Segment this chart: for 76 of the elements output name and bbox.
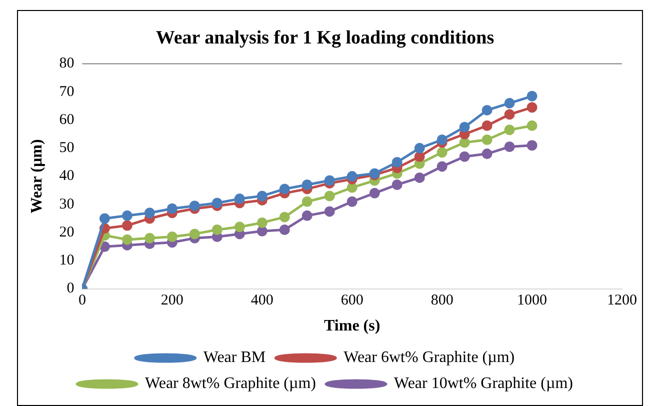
point <box>526 90 538 102</box>
point <box>459 137 470 148</box>
x-tick-label: 400 <box>250 292 274 309</box>
point <box>144 208 155 218</box>
y-tick-label: 70 <box>59 84 74 100</box>
point <box>346 196 358 207</box>
point <box>392 156 402 168</box>
point <box>234 194 245 204</box>
point <box>324 190 335 202</box>
point <box>122 220 132 231</box>
point <box>482 148 492 160</box>
point <box>414 172 425 183</box>
point <box>369 188 380 198</box>
point <box>256 217 268 228</box>
point <box>526 120 538 131</box>
point <box>504 98 515 108</box>
x-tick-label: 600 <box>340 292 364 309</box>
y-tick-label: 50 <box>59 140 74 156</box>
point <box>122 210 132 221</box>
point <box>256 226 268 236</box>
point <box>166 203 178 214</box>
point <box>144 232 155 244</box>
point <box>504 142 515 152</box>
point <box>302 210 312 221</box>
point <box>482 134 492 145</box>
point <box>279 184 290 194</box>
point <box>346 171 358 182</box>
legend-label: Wear 8wt% Graphite (µm) <box>145 375 316 392</box>
y-tick-label: 0 <box>66 280 74 297</box>
legend-label: Wear 6wt% Graphite (µm) <box>344 349 515 366</box>
y-axis-title: Wear (µm) <box>28 139 46 214</box>
point <box>256 190 268 202</box>
point <box>189 200 200 212</box>
y-tick-label: 80 <box>59 56 74 72</box>
point <box>279 224 290 235</box>
point <box>414 142 425 154</box>
x-tick-label: 200 <box>160 292 184 309</box>
x-tick-label: 1000 <box>517 292 548 309</box>
point <box>302 196 312 207</box>
x-tick-label: 0 <box>78 292 86 309</box>
point <box>392 179 402 190</box>
point <box>234 222 245 232</box>
point <box>482 120 492 131</box>
point <box>436 147 448 158</box>
point <box>279 212 290 222</box>
point <box>324 175 335 186</box>
point <box>504 124 515 136</box>
y-tick-label: 40 <box>59 168 74 184</box>
legend-label: Wear 10wt% Graphite (µm) <box>394 375 573 392</box>
point <box>414 151 425 162</box>
point <box>302 179 312 190</box>
y-tick-label: 60 <box>59 112 74 128</box>
y-tick-label: 20 <box>59 224 74 240</box>
point <box>122 234 132 245</box>
y-tick-label: 10 <box>59 252 74 269</box>
point <box>482 104 492 116</box>
x-tick-label: 1200 <box>607 292 637 309</box>
chart-title: Wear analysis for 1 Kg loading conditions <box>156 27 494 48</box>
point <box>346 182 358 193</box>
point <box>459 122 470 132</box>
point <box>189 228 200 240</box>
point <box>324 206 335 217</box>
point <box>526 140 538 151</box>
point <box>436 134 448 145</box>
point <box>526 102 538 113</box>
point <box>99 213 110 224</box>
point <box>436 161 448 172</box>
legend-label: Wear BM <box>203 349 266 366</box>
point <box>459 151 470 162</box>
point <box>166 232 178 242</box>
point <box>212 224 222 235</box>
x-axis-title: Time (s) <box>324 318 380 335</box>
y-tick-label: 30 <box>59 196 74 212</box>
x-tick-label: 800 <box>430 292 454 309</box>
point <box>212 198 222 208</box>
point <box>504 109 515 120</box>
